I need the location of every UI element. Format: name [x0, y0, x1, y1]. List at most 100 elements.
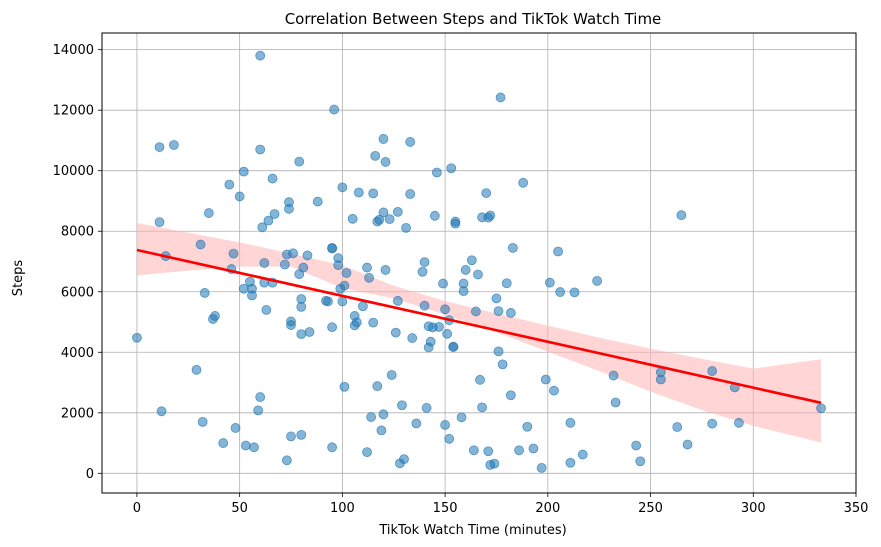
data-point	[491, 293, 502, 304]
data-point	[468, 445, 479, 456]
x-tick-label: 150	[433, 501, 458, 516]
data-point	[429, 210, 440, 221]
data-point	[263, 215, 274, 226]
y-tick-label: 14000	[53, 43, 94, 58]
data-point	[707, 366, 718, 376]
data-point	[296, 429, 307, 440]
data-point	[154, 142, 165, 152]
data-point	[364, 272, 374, 283]
data-point	[253, 405, 264, 416]
data-point	[329, 104, 340, 115]
data-point	[505, 390, 516, 401]
data-point	[610, 397, 621, 408]
data-point	[544, 277, 555, 288]
data-point	[255, 144, 266, 155]
data-point	[370, 150, 381, 161]
data-point	[312, 196, 323, 207]
data-point	[327, 243, 338, 254]
data-point	[592, 275, 603, 286]
data-point	[682, 439, 693, 450]
data-point	[392, 206, 403, 217]
data-point	[419, 300, 430, 311]
data-point	[294, 156, 305, 167]
data-point	[635, 456, 646, 467]
data-point	[493, 346, 504, 357]
data-point	[154, 217, 165, 228]
data-point	[372, 381, 383, 392]
data-point	[296, 329, 307, 340]
y-tick-label: 4000	[61, 346, 94, 361]
data-point	[450, 218, 461, 229]
data-point	[549, 385, 559, 396]
data-point	[507, 242, 518, 253]
data-point	[380, 265, 391, 275]
y-tick-label: 10000	[53, 164, 94, 179]
data-point	[505, 308, 516, 318]
data-point	[304, 327, 315, 337]
data-point	[390, 327, 401, 338]
data-point	[565, 417, 576, 428]
data-point	[323, 296, 333, 307]
data-point	[376, 425, 387, 436]
data-point	[417, 266, 428, 277]
data-point	[191, 364, 202, 375]
data-point	[282, 455, 292, 466]
data-point	[444, 433, 455, 444]
x-tick-label: 250	[638, 501, 663, 516]
data-point	[577, 449, 588, 460]
data-point	[483, 446, 494, 457]
data-point	[655, 367, 666, 378]
data-point	[288, 248, 298, 259]
data-point	[421, 403, 432, 413]
data-point	[333, 260, 344, 271]
data-point	[397, 400, 407, 411]
data-point	[481, 188, 492, 198]
data-point	[298, 262, 309, 273]
data-point	[676, 210, 687, 221]
data-point	[477, 402, 487, 413]
data-point	[401, 222, 411, 233]
data-point	[392, 295, 403, 306]
data-point	[565, 457, 576, 468]
data-point	[366, 412, 377, 422]
data-point	[358, 301, 368, 312]
data-point	[425, 336, 436, 347]
data-point	[380, 157, 391, 167]
data-point	[553, 246, 563, 257]
data-point	[438, 278, 448, 289]
data-point	[405, 189, 416, 199]
data-point	[374, 214, 385, 225]
data-point	[407, 333, 418, 343]
data-point	[339, 280, 350, 291]
y-axis-ticks: 0 2000 4000 6000 8000 10000 12000 14000	[53, 43, 102, 482]
data-point	[341, 268, 352, 278]
data-point	[448, 341, 459, 352]
data-point	[475, 374, 485, 385]
data-point	[608, 370, 619, 381]
data-point	[302, 250, 313, 261]
data-point	[471, 306, 481, 317]
data-point	[210, 311, 220, 321]
data-point	[368, 188, 379, 199]
data-point	[501, 278, 512, 289]
data-point	[169, 140, 179, 150]
data-point	[555, 287, 566, 297]
data-point	[528, 443, 539, 454]
x-tick-label: 100	[330, 501, 355, 516]
data-point	[707, 418, 718, 429]
data-point	[497, 359, 508, 370]
data-point	[195, 239, 206, 250]
data-point	[473, 269, 483, 280]
data-point	[536, 462, 547, 473]
data-point	[228, 248, 239, 259]
data-point	[247, 283, 257, 294]
regression-line	[136, 248, 822, 405]
data-point	[218, 438, 229, 448]
data-point	[489, 458, 500, 469]
data-point	[440, 420, 451, 430]
data-point	[540, 374, 551, 385]
data-point	[514, 445, 524, 456]
data-point	[419, 257, 430, 267]
data-point	[442, 328, 453, 339]
data-point	[378, 207, 389, 218]
